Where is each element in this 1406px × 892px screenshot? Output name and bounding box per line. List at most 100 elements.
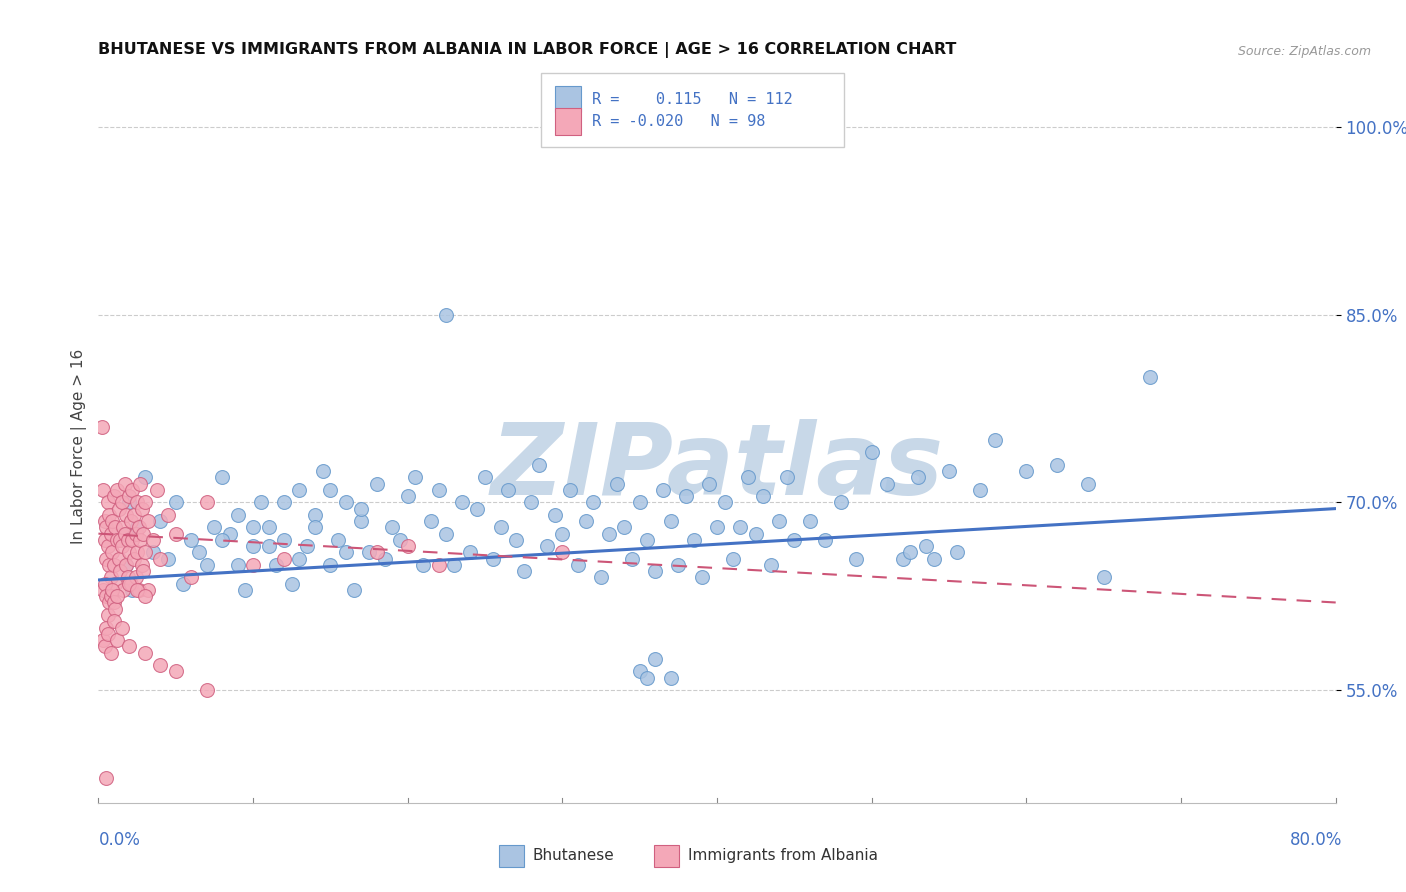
Point bbox=[195, 558, 218, 572]
Point bbox=[745, 526, 768, 541]
Point bbox=[891, 551, 914, 566]
Point bbox=[96, 589, 118, 603]
Point bbox=[706, 520, 728, 534]
Point bbox=[264, 558, 288, 572]
Point bbox=[714, 495, 737, 509]
Point bbox=[91, 633, 114, 648]
Point bbox=[636, 671, 658, 685]
Point bbox=[93, 514, 115, 528]
Point bbox=[118, 576, 141, 591]
Point bbox=[97, 607, 120, 622]
Point bbox=[1139, 370, 1161, 384]
Point bbox=[157, 508, 180, 522]
Point bbox=[219, 526, 242, 541]
Point bbox=[124, 526, 146, 541]
Point bbox=[98, 558, 121, 572]
Point bbox=[319, 483, 342, 497]
Point bbox=[443, 558, 465, 572]
Point bbox=[101, 545, 124, 559]
Text: Bhutanese: Bhutanese bbox=[533, 848, 614, 863]
Point bbox=[799, 514, 821, 528]
Point bbox=[180, 533, 202, 547]
Point bbox=[1046, 458, 1069, 472]
Point bbox=[122, 508, 145, 522]
Point bbox=[132, 526, 155, 541]
Point bbox=[699, 476, 721, 491]
Point bbox=[124, 570, 146, 584]
Point bbox=[551, 545, 574, 559]
Point bbox=[845, 551, 868, 566]
Text: BHUTANESE VS IMMIGRANTS FROM ALBANIA IN LABOR FORCE | AGE > 16 CORRELATION CHART: BHUTANESE VS IMMIGRANTS FROM ALBANIA IN … bbox=[98, 42, 957, 58]
Point bbox=[101, 514, 124, 528]
Point bbox=[149, 551, 172, 566]
Point bbox=[90, 420, 112, 434]
Point bbox=[652, 483, 675, 497]
Text: 80.0%: 80.0% bbox=[1291, 831, 1343, 849]
Point bbox=[165, 495, 187, 509]
Point bbox=[114, 526, 136, 541]
Point bbox=[107, 501, 129, 516]
Point bbox=[529, 458, 551, 472]
Point bbox=[551, 526, 574, 541]
Point bbox=[97, 539, 120, 553]
Point bbox=[938, 464, 960, 478]
Point bbox=[114, 476, 136, 491]
Point bbox=[226, 558, 249, 572]
Point bbox=[343, 582, 366, 597]
Point bbox=[405, 470, 427, 484]
Point bbox=[659, 671, 682, 685]
Point bbox=[659, 514, 682, 528]
Point bbox=[111, 495, 132, 509]
Point bbox=[211, 470, 233, 484]
Text: R = -0.020   N = 98: R = -0.020 N = 98 bbox=[592, 114, 765, 128]
Point bbox=[505, 533, 527, 547]
Point bbox=[118, 489, 141, 503]
Point bbox=[121, 533, 143, 547]
Point bbox=[326, 533, 350, 547]
Point bbox=[93, 533, 115, 547]
Point bbox=[118, 495, 141, 509]
Point bbox=[876, 476, 898, 491]
Point bbox=[121, 582, 143, 597]
Point bbox=[97, 627, 120, 641]
Point bbox=[381, 520, 404, 534]
Point bbox=[427, 558, 450, 572]
Point bbox=[666, 558, 689, 572]
Point bbox=[235, 582, 257, 597]
Point bbox=[127, 582, 149, 597]
Point bbox=[359, 545, 381, 559]
Point bbox=[242, 520, 264, 534]
Point bbox=[131, 501, 153, 516]
Point bbox=[860, 445, 883, 459]
Point bbox=[118, 640, 141, 654]
Point bbox=[536, 539, 558, 553]
Point bbox=[103, 595, 125, 609]
Point bbox=[105, 633, 128, 648]
Point bbox=[946, 545, 969, 559]
Point bbox=[257, 520, 280, 534]
Point bbox=[93, 576, 115, 591]
Text: Source: ZipAtlas.com: Source: ZipAtlas.com bbox=[1237, 45, 1371, 58]
Point bbox=[101, 582, 124, 597]
Point bbox=[1092, 570, 1115, 584]
Point bbox=[149, 514, 172, 528]
Point bbox=[115, 558, 138, 572]
Point bbox=[366, 476, 388, 491]
Point bbox=[204, 520, 226, 534]
Point bbox=[129, 533, 152, 547]
Point bbox=[675, 489, 697, 503]
Point bbox=[96, 621, 118, 635]
Point bbox=[350, 501, 373, 516]
Point bbox=[304, 508, 326, 522]
Point bbox=[127, 545, 149, 559]
Point bbox=[134, 545, 156, 559]
Point bbox=[146, 483, 169, 497]
Point bbox=[141, 533, 165, 547]
Point bbox=[165, 526, 187, 541]
Point bbox=[560, 483, 582, 497]
Point bbox=[520, 495, 543, 509]
Point bbox=[115, 558, 138, 572]
Point bbox=[103, 489, 125, 503]
Point bbox=[195, 495, 218, 509]
Point bbox=[498, 483, 520, 497]
